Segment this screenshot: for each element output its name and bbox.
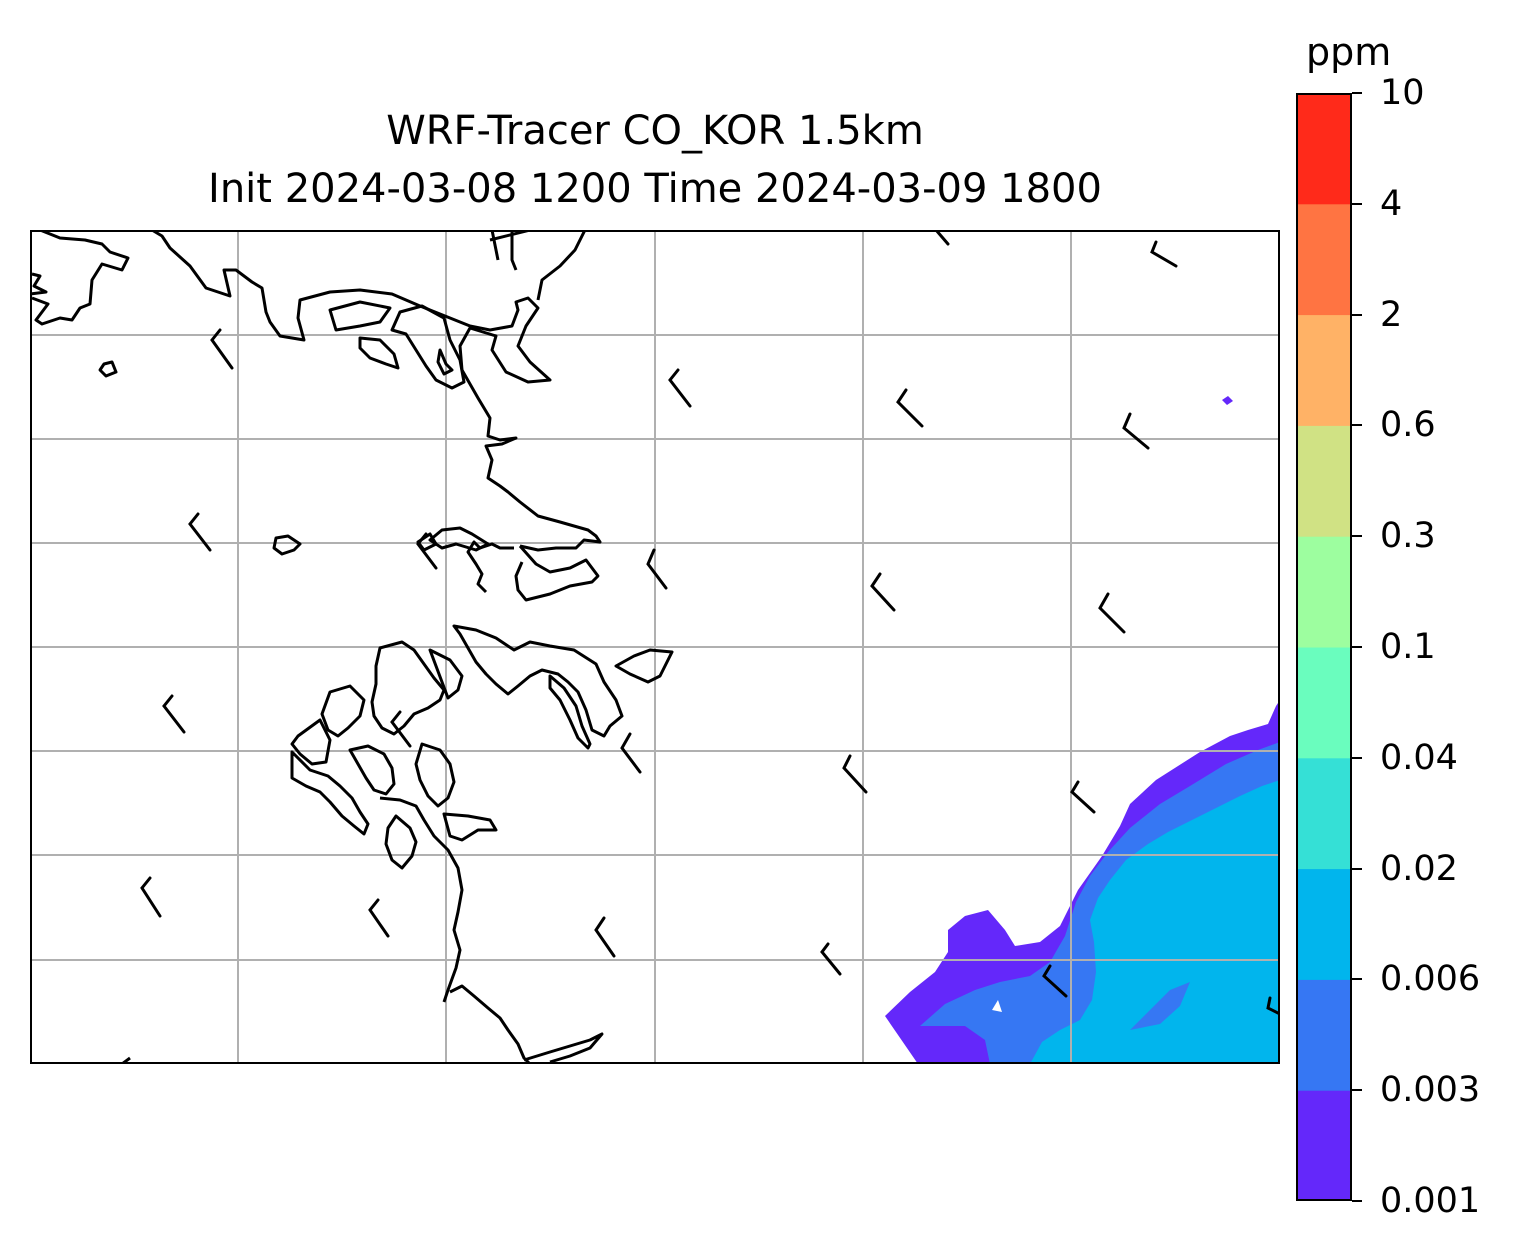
gridlines xyxy=(30,230,1280,1064)
wind-barb xyxy=(934,230,950,246)
wind-barb xyxy=(896,388,924,428)
wind-barb xyxy=(188,512,212,552)
coastlines xyxy=(30,230,674,1064)
colorbar-tick-label: 2 xyxy=(1380,294,1403,335)
colorbar-tick xyxy=(1352,1089,1362,1092)
colorbar-band xyxy=(1296,757,1352,870)
colorbar-tick xyxy=(1352,92,1362,94)
wind-barb xyxy=(416,532,438,570)
chart-title-line-1: WRF-Tracer CO_KOR 1.5km xyxy=(386,108,924,154)
colorbar-tick xyxy=(1352,867,1362,870)
map-panel xyxy=(30,230,1280,1064)
colorbar-tick xyxy=(1352,1200,1362,1202)
colorbar-band xyxy=(1296,425,1352,537)
colorbar-tick-label: 0.1 xyxy=(1380,627,1436,667)
colorbar-tick xyxy=(1352,535,1362,538)
wind-barb xyxy=(162,694,186,734)
colorbar-band xyxy=(1296,979,1352,1091)
wind-barb xyxy=(140,876,162,918)
colorbar xyxy=(1296,93,1352,1201)
colorbar-band xyxy=(1296,93,1352,205)
colorbar-tick-label: 10 xyxy=(1380,73,1425,113)
wind-barb xyxy=(390,710,412,748)
wind-barb xyxy=(668,368,692,408)
contour-speck xyxy=(1222,396,1233,405)
contour-inner-patch xyxy=(1130,982,1190,1030)
colorbar-band xyxy=(1296,868,1352,980)
wind-barb xyxy=(646,548,668,590)
contour-hole xyxy=(992,1000,1002,1012)
colorbar-tick-label: 0.6 xyxy=(1380,405,1436,446)
colorbar-band xyxy=(1296,647,1352,759)
colorbar-band xyxy=(1296,1090,1352,1201)
colorbar-tick-label: 4 xyxy=(1380,183,1403,224)
wind-barb xyxy=(1150,240,1178,268)
wind-barb xyxy=(870,572,896,612)
tracer-contours xyxy=(885,396,1280,1064)
colorbar-tick xyxy=(1352,646,1362,648)
colorbar-tick-label: 0.003 xyxy=(1380,1070,1481,1111)
chart-title-line-2: Init 2024-03-08 1200 Time 2024-03-09 180… xyxy=(208,166,1102,212)
wind-barb xyxy=(842,754,868,794)
wind-barb xyxy=(1266,996,1280,1016)
colorbar-tick xyxy=(1352,978,1362,981)
colorbar-tick-label: 0.3 xyxy=(1380,516,1436,557)
wind-barb xyxy=(1042,964,1068,998)
wind-barb xyxy=(210,328,234,370)
colorbar-tick-label: 0.006 xyxy=(1380,959,1481,1000)
contour-level-3 xyxy=(1030,780,1280,1064)
colorbar-tick-label: 0.02 xyxy=(1380,848,1458,889)
colorbar-tick xyxy=(1352,202,1362,205)
colorbar-tick-label: 0.001 xyxy=(1380,1181,1481,1221)
wind-barb xyxy=(1122,412,1150,450)
colorbar-band xyxy=(1296,314,1352,426)
colorbar-tick-label: 0.04 xyxy=(1380,737,1458,778)
colorbar-frame xyxy=(1296,93,1352,1201)
wind-barb xyxy=(620,732,642,774)
wind-barbs xyxy=(140,230,1280,1016)
wind-barb xyxy=(1098,592,1126,634)
colorbar-tick xyxy=(1352,756,1362,759)
map-frame xyxy=(30,230,1280,1064)
wind-barb xyxy=(368,898,390,938)
wind-barb xyxy=(820,942,842,976)
colorbar-band xyxy=(1296,536,1352,648)
wind-barb xyxy=(1070,780,1096,814)
colorbar-unit-label: ppm xyxy=(1306,30,1392,74)
colorbar-tick xyxy=(1352,424,1362,427)
map-canvas xyxy=(30,230,1280,1064)
wind-barb xyxy=(594,916,616,958)
colorbar-tick xyxy=(1352,313,1362,316)
colorbar-band xyxy=(1296,203,1352,316)
